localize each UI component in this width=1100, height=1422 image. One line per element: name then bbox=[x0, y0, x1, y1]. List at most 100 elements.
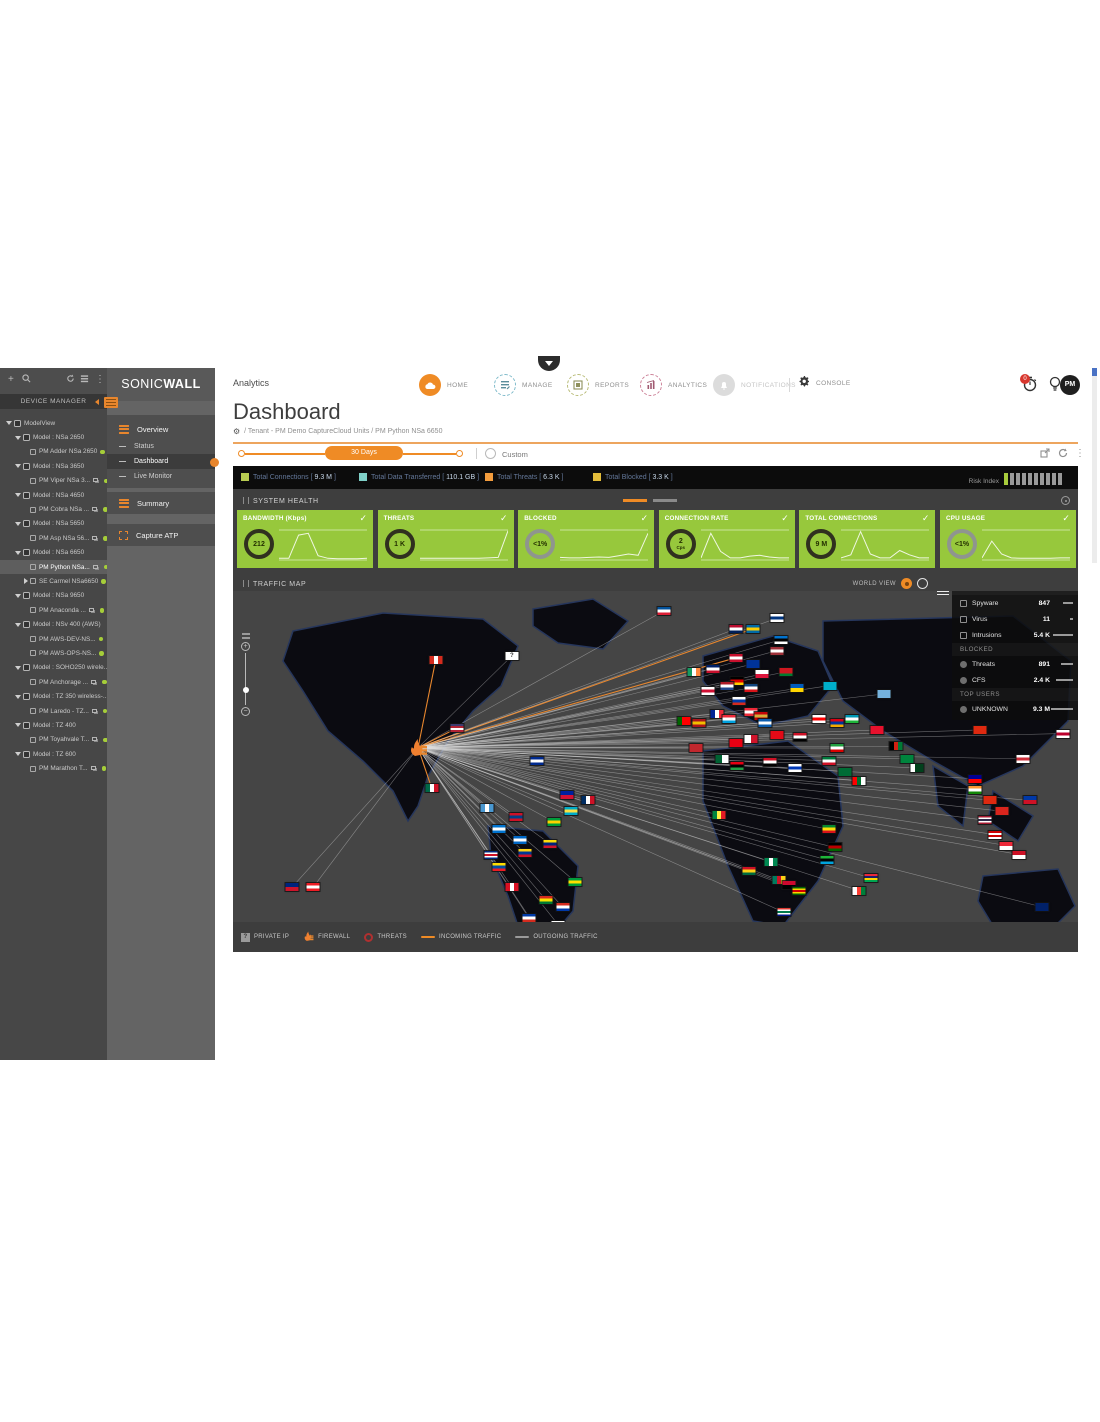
tree-item[interactable]: Model : NSa 9650 bbox=[0, 589, 107, 603]
flag-new-zealand[interactable] bbox=[284, 882, 300, 893]
timeline-start-handle[interactable] bbox=[238, 450, 245, 457]
session-timer-button[interactable]: 0 bbox=[1020, 374, 1038, 392]
flag-belize[interactable] bbox=[508, 811, 524, 822]
collapse-arrow-icon[interactable] bbox=[95, 399, 99, 405]
tree-item[interactable]: Model : TZ 600 bbox=[0, 747, 107, 761]
tree-item[interactable]: PM Anaconda ... bbox=[0, 603, 107, 617]
flag-czech[interactable] bbox=[743, 682, 759, 693]
flag-kenya[interactable] bbox=[827, 842, 843, 853]
flag-libya[interactable] bbox=[729, 761, 745, 772]
traffic-map[interactable]: ? + − THREATS Spyware 847 Virus 11 Intrusions… bbox=[233, 591, 1078, 952]
tree-item[interactable]: PM AWS-DEV-NS... bbox=[0, 632, 107, 646]
health-card-cpu-usage[interactable]: CPU USAGE ✓ <1% bbox=[939, 510, 1076, 568]
flag-finland[interactable] bbox=[769, 613, 785, 624]
device-checkbox[interactable] bbox=[30, 650, 36, 657]
health-card-bandwidth-kbps-[interactable]: BANDWIDTH (Kbps) ✓ 212 bbox=[237, 510, 373, 568]
threat-panel-menu-icon[interactable] bbox=[937, 591, 949, 596]
flag-poland[interactable] bbox=[754, 669, 770, 680]
flag-singapore[interactable] bbox=[998, 840, 1014, 851]
flag-greece[interactable] bbox=[757, 717, 773, 728]
tree-caret-icon[interactable] bbox=[15, 593, 21, 598]
nav-item-console[interactable]: CONSOLE bbox=[798, 374, 851, 392]
flag-russia[interactable] bbox=[731, 696, 747, 707]
group-icon[interactable] bbox=[23, 491, 30, 499]
export-icon[interactable] bbox=[1040, 448, 1050, 458]
health-pager[interactable] bbox=[623, 499, 677, 502]
user-avatar[interactable]: PM bbox=[1060, 375, 1080, 395]
flag-tanzania[interactable] bbox=[819, 854, 835, 865]
threat-row-cfs[interactable]: CFS 2.4 K bbox=[952, 672, 1078, 688]
device-checkbox[interactable] bbox=[30, 564, 36, 571]
page-scrollbar[interactable] bbox=[1092, 368, 1097, 563]
tree-caret-icon[interactable] bbox=[15, 723, 21, 728]
flag-ghana[interactable] bbox=[741, 865, 757, 876]
search-icon[interactable] bbox=[22, 374, 31, 383]
threat-row-threats[interactable]: Threats 891 bbox=[952, 656, 1078, 672]
flag-saudi-arabia[interactable] bbox=[837, 766, 853, 777]
flag-latvia[interactable] bbox=[769, 645, 785, 656]
custom-range-radio[interactable] bbox=[485, 448, 496, 459]
flag-ecuador[interactable] bbox=[491, 862, 507, 873]
flag-denmark[interactable] bbox=[728, 652, 744, 663]
flag-cameroon[interactable] bbox=[771, 874, 787, 885]
tree-item[interactable]: PM Asp NSa 56... bbox=[0, 531, 107, 545]
tree-item[interactable]: PM Toyahvale T... bbox=[0, 733, 107, 747]
flag-sweden[interactable] bbox=[745, 623, 761, 634]
flag-japan[interactable] bbox=[1055, 728, 1071, 739]
flag-honduras[interactable] bbox=[491, 824, 507, 835]
sidebar-hamburger-icon[interactable] bbox=[104, 397, 118, 408]
flag-morocco[interactable] bbox=[688, 743, 704, 754]
flag-ireland[interactable] bbox=[686, 667, 702, 678]
zoom-slider-knob[interactable] bbox=[242, 687, 249, 693]
flag-guatemala[interactable] bbox=[479, 802, 494, 813]
sidebar-item-live-monitor[interactable]: Live Monitor bbox=[107, 469, 215, 484]
flag-iraq[interactable] bbox=[792, 732, 808, 743]
flag-madagascar[interactable] bbox=[851, 885, 867, 896]
zoom-slider[interactable] bbox=[242, 653, 249, 705]
threat-row-virus[interactable]: Virus 11 bbox=[952, 611, 1078, 627]
map-layers-icon[interactable] bbox=[242, 633, 250, 639]
tree-item[interactable]: PM Marathon T... bbox=[0, 761, 107, 775]
flag-thailand[interactable] bbox=[977, 815, 993, 826]
tree-caret-icon[interactable] bbox=[24, 578, 28, 585]
tree-caret-icon[interactable] bbox=[15, 694, 21, 699]
flag-ukraine[interactable] bbox=[789, 683, 805, 694]
device-checkbox[interactable] bbox=[30, 477, 36, 484]
flag-norway[interactable] bbox=[728, 623, 744, 634]
tree-item[interactable]: Model : TZ 400 bbox=[0, 718, 107, 732]
timeline-range-pill[interactable]: 30 Days bbox=[325, 446, 403, 460]
flag-algeria[interactable] bbox=[714, 753, 730, 764]
group-icon[interactable] bbox=[23, 434, 30, 442]
flag-austria[interactable] bbox=[743, 706, 759, 717]
flag-costa-rica[interactable] bbox=[483, 849, 499, 860]
tree-item[interactable]: ModelView bbox=[0, 416, 107, 430]
flag-uae[interactable] bbox=[851, 775, 867, 786]
flag-spain[interactable] bbox=[691, 717, 707, 728]
device-checkbox[interactable] bbox=[30, 679, 36, 686]
flag-bahamas[interactable] bbox=[563, 806, 579, 817]
flag-portugal[interactable] bbox=[676, 715, 692, 726]
flag-kyrgyzstan[interactable] bbox=[869, 724, 885, 735]
flag-cuba[interactable] bbox=[529, 755, 545, 766]
flag-brazil[interactable] bbox=[567, 876, 583, 887]
flag-netherlands[interactable] bbox=[719, 680, 735, 691]
flag-turkmenistan[interactable] bbox=[899, 753, 915, 764]
flag-nigeria[interactable] bbox=[763, 856, 779, 867]
tree-item[interactable]: PM AWS-OPS-NS... bbox=[0, 646, 107, 660]
flag-hong-kong[interactable] bbox=[982, 795, 998, 806]
flag-angola[interactable] bbox=[781, 880, 797, 891]
tree-item[interactable]: Model : NSa 5650 bbox=[0, 517, 107, 531]
flag-chile[interactable] bbox=[521, 912, 537, 923]
flag-malta[interactable] bbox=[743, 734, 759, 744]
flag-south-africa[interactable] bbox=[776, 907, 792, 918]
threat-row-unknown[interactable]: UNKNOWN 9.3 M bbox=[952, 701, 1078, 717]
flag-paraguay[interactable] bbox=[555, 901, 571, 912]
flag-estonia[interactable] bbox=[773, 634, 789, 645]
flag-jamaica[interactable] bbox=[546, 817, 562, 828]
flag-usa[interactable] bbox=[449, 723, 465, 734]
group-icon[interactable] bbox=[23, 693, 30, 701]
flag-australia[interactable] bbox=[1034, 901, 1050, 912]
tree-item[interactable]: PM Laredo - TZ... bbox=[0, 704, 107, 718]
group-icon[interactable] bbox=[23, 721, 30, 729]
flag-mexico[interactable] bbox=[424, 782, 440, 793]
